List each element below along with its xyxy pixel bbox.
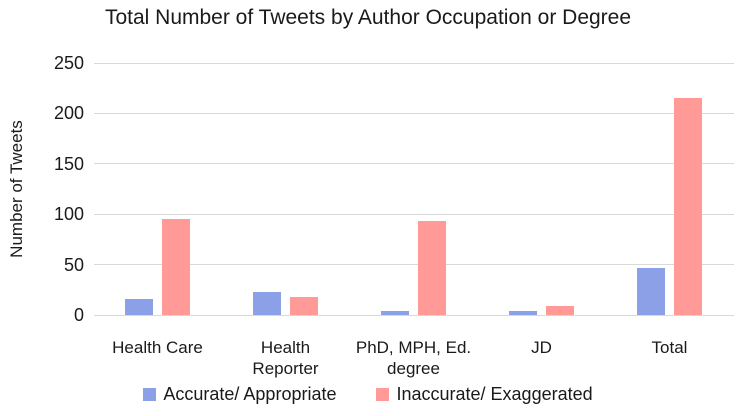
gridline-0 bbox=[93, 314, 734, 316]
bar-accurate-1 bbox=[125, 298, 153, 315]
gridline-100 bbox=[93, 213, 734, 215]
y-tick-label-50: 50 bbox=[63, 254, 84, 275]
gridline-50 bbox=[93, 264, 734, 266]
legend-item-accurate: Accurate/ Appropriate bbox=[143, 384, 336, 405]
chart-title: Total Number of Tweets by Author Occupat… bbox=[104, 6, 632, 29]
bar-inaccurate-3 bbox=[418, 221, 446, 315]
y-tick-label-200: 200 bbox=[53, 103, 84, 124]
x-tick-label-1: Health Care bbox=[112, 338, 203, 357]
y-tick-label-250: 250 bbox=[53, 53, 84, 73]
legend-label: Accurate/ Appropriate bbox=[163, 384, 337, 404]
bar-accurate-5 bbox=[637, 267, 665, 315]
gridline-250 bbox=[93, 62, 734, 64]
x-tick-label-4: JD bbox=[531, 338, 552, 357]
legend: Accurate/ Appropriate Inaccurate/ Exagger… bbox=[0, 384, 736, 405]
bar-accurate-3 bbox=[381, 310, 409, 315]
x-tick-label-5: Total bbox=[651, 338, 688, 357]
legend-swatch-accurate bbox=[143, 388, 157, 401]
gridline-150 bbox=[93, 163, 734, 165]
legend-label: Inaccurate/ Exaggerated bbox=[396, 384, 593, 404]
bar-accurate-2 bbox=[253, 291, 281, 315]
y-axis-title: Number of Tweets bbox=[7, 120, 26, 258]
y-tick-label-0: 0 bbox=[73, 305, 84, 325]
x-tick-label-2: Health Reporter bbox=[252, 338, 319, 378]
x-tick-label-3: PhD, MPH, Ed. degree bbox=[355, 338, 472, 378]
bar-inaccurate-2 bbox=[290, 296, 318, 315]
bar-inaccurate-5 bbox=[674, 98, 702, 315]
legend-item-inaccurate: Inaccurate/ Exaggerated bbox=[376, 384, 593, 405]
bar-inaccurate-1 bbox=[162, 219, 190, 315]
bar-inaccurate-4 bbox=[546, 305, 574, 315]
gridline-200 bbox=[93, 112, 734, 114]
y-tick-label-100: 100 bbox=[53, 204, 84, 225]
y-tick-label-150: 150 bbox=[53, 153, 84, 174]
bar-accurate-4 bbox=[509, 310, 537, 315]
legend-swatch-inaccurate bbox=[376, 388, 390, 401]
